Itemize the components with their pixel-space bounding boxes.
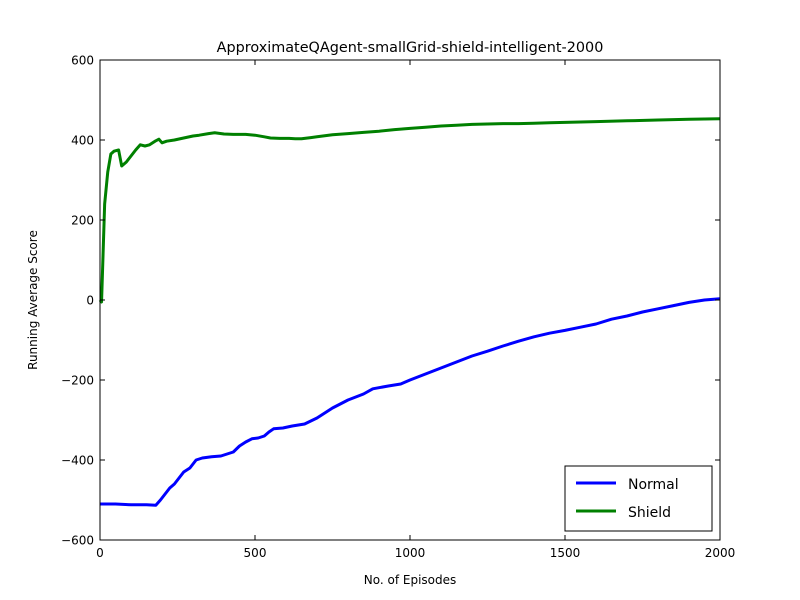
x-tick-label: 0	[96, 546, 104, 560]
series-lines	[98, 117, 721, 507]
y-tick-label: 200	[71, 214, 94, 228]
y-axis-title: Running Average Score	[26, 230, 40, 370]
y-tick-label: −400	[61, 454, 94, 468]
series-line-normal	[100, 297, 721, 507]
y-tick-label: −600	[61, 534, 94, 548]
y-tick-label: 400	[71, 134, 94, 148]
x-axis-title: No. of Episodes	[364, 573, 457, 587]
x-tick-label: 500	[244, 546, 267, 560]
y-tick-label: 600	[71, 54, 94, 68]
legend-label-shield: Shield	[628, 505, 671, 521]
x-tick-label: 2000	[705, 546, 736, 560]
x-tick-label: 1500	[550, 546, 581, 560]
axis-ticks: 0 500 1000 1500 2000 −600 −400 −200 0 200 400 600	[61, 54, 735, 561]
legend-box	[564, 465, 713, 532]
y-tick-label: 0	[86, 294, 94, 308]
y-tick-label: −200	[61, 374, 94, 388]
legend: Normal Shield	[564, 465, 713, 532]
chart-title: ApproximateQAgent-smallGrid-shield-intel…	[217, 40, 604, 56]
series-line-shield	[98, 117, 721, 304]
legend-label-normal: Normal	[628, 477, 679, 493]
x-tick-label: 1000	[395, 546, 426, 560]
